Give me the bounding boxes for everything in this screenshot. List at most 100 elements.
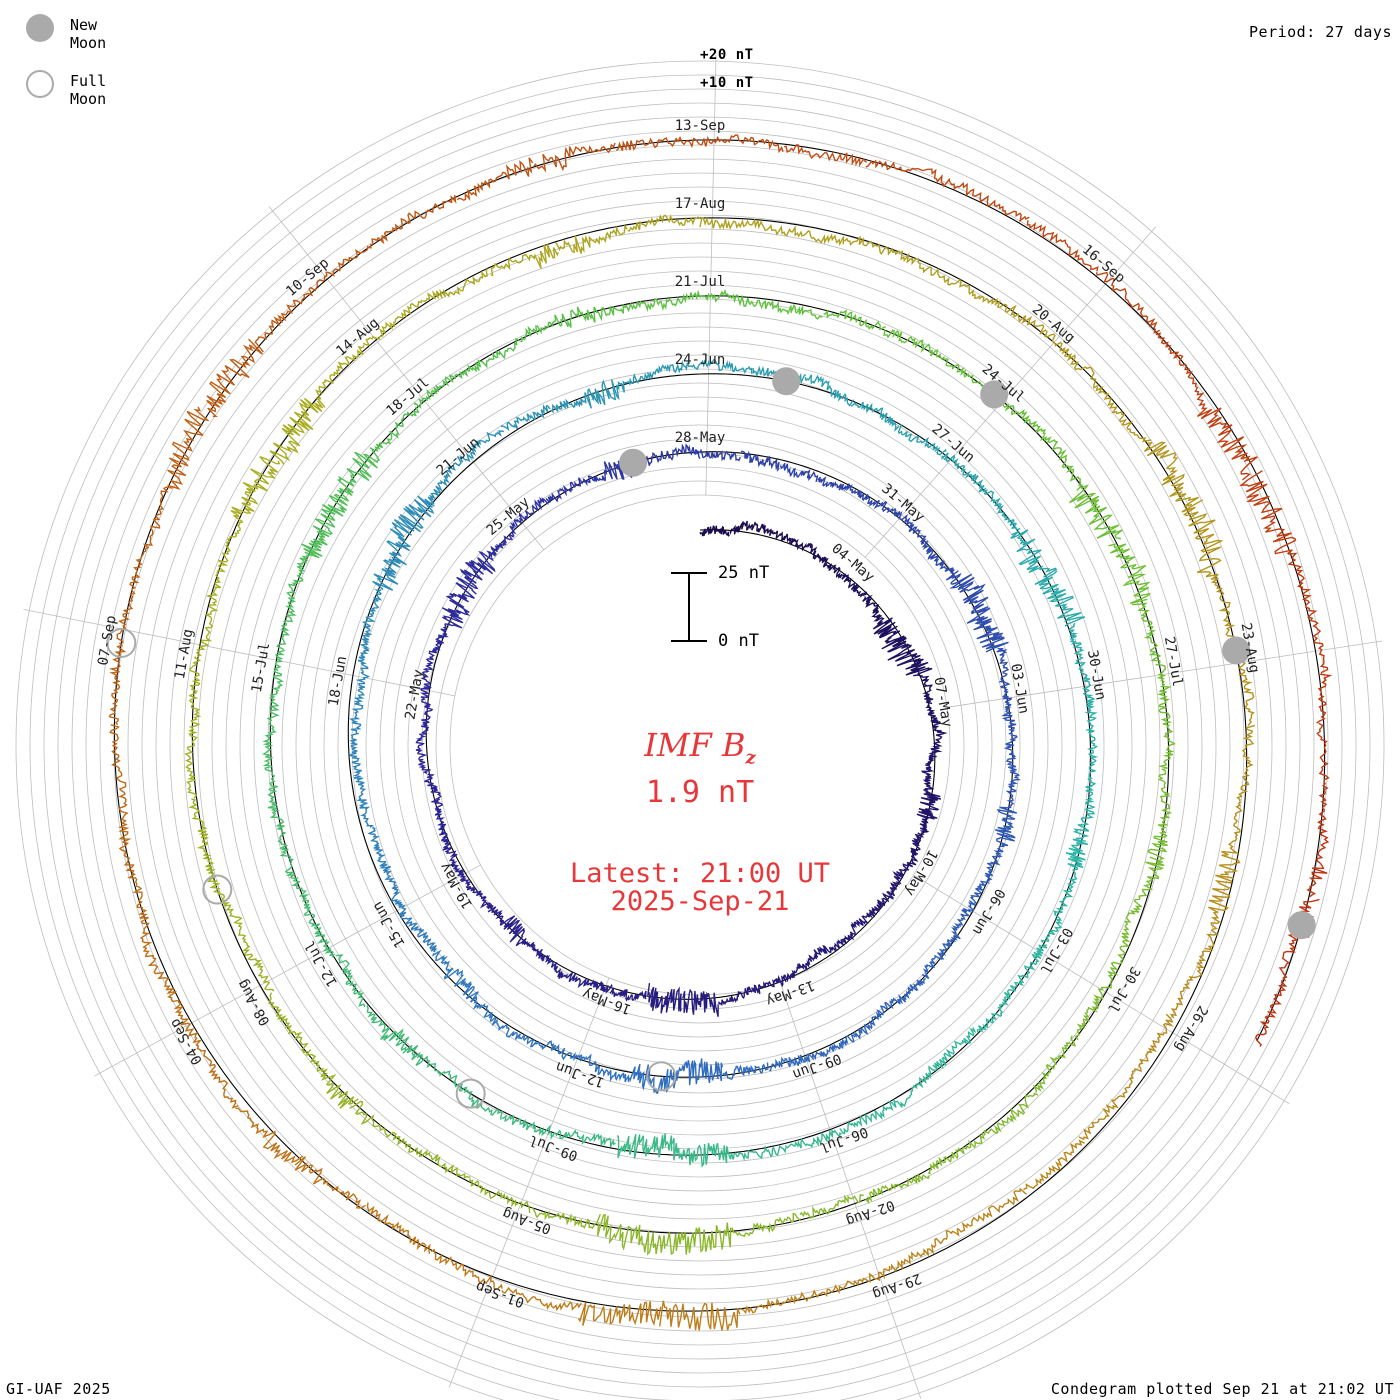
parameter-name: IMF — [644, 726, 712, 764]
grid-circle — [155, 200, 1245, 1290]
bz-trace-segment — [921, 939, 953, 980]
bz-trace-segment — [729, 520, 764, 536]
bz-trace-segment — [872, 617, 907, 653]
full-moon-marker — [106, 628, 137, 658]
bz-trace-segment — [501, 1286, 582, 1312]
bz-trace-segment — [647, 983, 683, 1014]
bz-trace-segment — [389, 495, 435, 547]
bz-trace-segment — [1218, 801, 1243, 876]
bz-trace-segment — [983, 1092, 1039, 1136]
bz-trace-segment — [486, 522, 517, 558]
bz-trace-segment — [1204, 874, 1234, 951]
bz-trace-segment — [279, 848, 310, 906]
bz-trace-segment — [1287, 552, 1322, 638]
bz-trace-segment — [916, 258, 981, 300]
bz-trace-segment — [1072, 785, 1096, 840]
bz-trace-segment — [315, 344, 365, 408]
date-label: 28-May — [675, 430, 726, 446]
grid-circle — [197, 242, 1203, 1248]
bz-trace-segment — [598, 372, 649, 406]
bz-trace-segment — [646, 360, 701, 380]
bz-trace-segment — [925, 735, 943, 770]
legend-full-moon-label: Full Moon — [70, 72, 107, 108]
bz-trace-segment — [497, 1023, 541, 1048]
grid-circle — [85, 130, 1315, 1360]
day-spoke — [779, 981, 922, 1399]
bz-trace-segment — [1147, 793, 1173, 861]
bz-trace-segment — [1313, 636, 1333, 724]
bz-trace-segment — [740, 450, 780, 472]
bz-trace-segment — [577, 1301, 662, 1326]
bz-trace-segment — [1169, 950, 1212, 1019]
bz-trace-segment — [1157, 728, 1176, 795]
date-label: 21-Jul — [675, 274, 726, 290]
bz-trace-segment — [1032, 1035, 1076, 1093]
bz-trace-segment — [920, 768, 942, 804]
bz-trace-segment — [990, 820, 1016, 866]
bz-trace-segment — [315, 236, 385, 289]
bz-trace-segment — [1044, 330, 1100, 389]
bz-trace-segment — [865, 159, 951, 188]
bz-trace-segment — [728, 1145, 787, 1162]
bz-trace-segment — [422, 268, 489, 303]
bz-trace-segment — [865, 891, 894, 919]
bz-trace-segment — [1074, 982, 1112, 1041]
new-moon-marker — [772, 367, 801, 396]
bz-trace-segment — [465, 879, 494, 910]
bz-trace-segment — [784, 1128, 842, 1149]
bz-trace-segment — [513, 496, 549, 527]
day-spoke — [448, 977, 610, 1388]
current-value: 1.9 nT — [645, 775, 755, 810]
bz-trace-segment — [627, 214, 701, 232]
ring-tick-20: +20 nT — [700, 47, 754, 63]
zero-reference-line — [113, 139, 1326, 1312]
bz-trace-segment — [305, 1049, 359, 1109]
bz-trace-segment — [906, 832, 924, 868]
bz-trace-segment — [456, 157, 534, 201]
bz-trace-segment — [545, 477, 583, 503]
bz-trace-segment — [609, 987, 647, 1002]
bz-trace-segment — [1040, 892, 1074, 943]
grid-circle — [57, 102, 1343, 1388]
grid-circle — [281, 326, 1119, 1164]
full-moon-marker — [646, 1061, 677, 1092]
bz-trace-segment — [1034, 570, 1086, 627]
bz-trace-segment — [817, 476, 859, 495]
bz-trace-segment — [400, 917, 437, 953]
scale-top-label: 25 nT — [718, 563, 770, 583]
bz-trace-segment — [555, 223, 628, 254]
bz-trace-segment — [751, 974, 787, 995]
date-label: 27-Jul — [1161, 635, 1186, 688]
zero-reference-spiral — [113, 139, 1326, 1312]
bz-trace-segment — [769, 1053, 814, 1072]
bz-trace-segment — [1143, 441, 1199, 508]
bz-trace-segment — [384, 870, 407, 918]
bz-trace-segment — [428, 623, 455, 658]
date-label: 21-Jun — [434, 434, 483, 479]
scale-bar — [671, 572, 707, 642]
bz-trace-segment — [361, 589, 383, 637]
bz-trace-segment — [1255, 980, 1288, 1047]
grid-circle — [43, 88, 1357, 1400]
bz-trace-segment — [804, 374, 855, 407]
bz-trace-segment — [921, 540, 955, 575]
bz-trace-segment — [1010, 529, 1057, 578]
date-label: 02-Aug — [844, 1196, 897, 1228]
bz-trace-segment — [167, 406, 210, 490]
latest-time: Latest: 21:00 UT — [569, 858, 831, 889]
grid-circle — [15, 60, 1385, 1400]
bz-trace-segment — [671, 1138, 730, 1168]
bz-trace-segment — [799, 1193, 864, 1220]
bz-trace-segment — [783, 144, 868, 167]
bz-trace-segment — [945, 570, 989, 613]
date-label: 13-May — [764, 977, 817, 1009]
bz-trace-segment — [367, 826, 392, 874]
bz-trace-segment — [996, 647, 1011, 692]
date-label: 12-Jun — [554, 1058, 607, 1090]
bz-trace-segment — [966, 606, 1009, 653]
grid-circle — [435, 480, 965, 1010]
bz-trace-segment — [330, 449, 381, 507]
bz-trace-segment — [1155, 664, 1173, 729]
bz-trace-segment — [500, 404, 551, 432]
bz-trace-segment — [366, 1202, 431, 1254]
